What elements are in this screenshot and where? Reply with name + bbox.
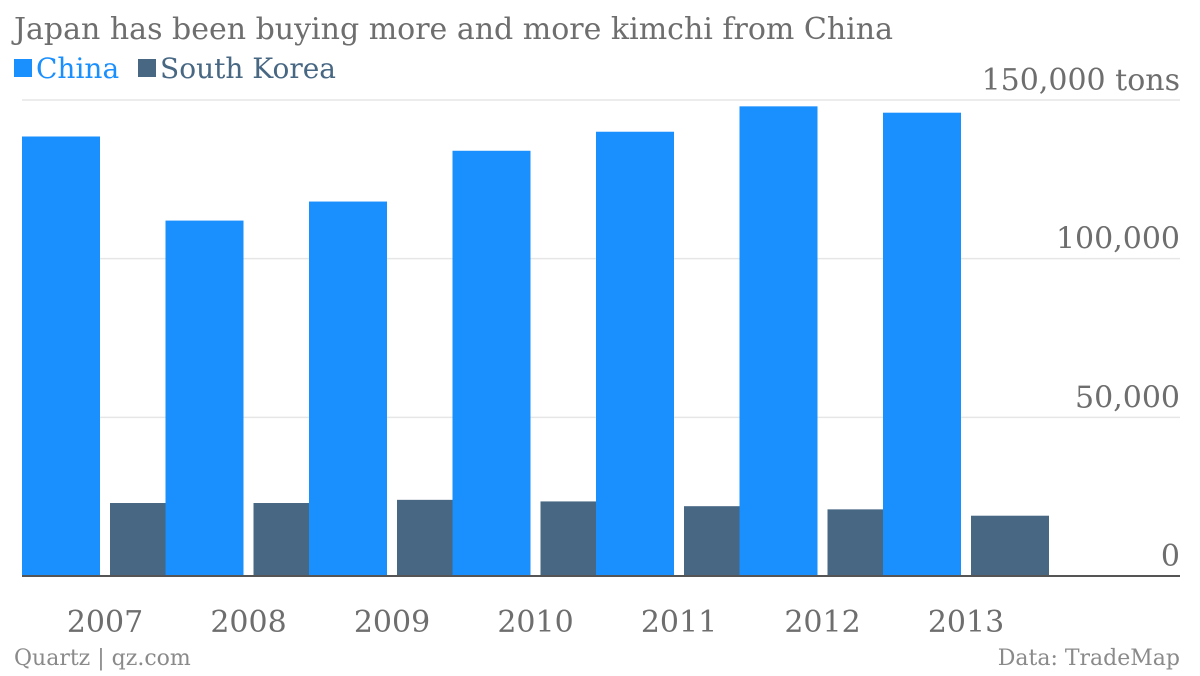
legend-label-china: China	[36, 52, 120, 85]
bar-china	[309, 201, 387, 576]
x-tick-label: 2010	[497, 605, 573, 640]
bar-china	[165, 220, 244, 576]
x-tick-label: 2012	[784, 605, 860, 640]
y-tick-label: 100,000	[1056, 222, 1180, 257]
bar-china	[739, 106, 818, 576]
x-tick-label: 2007	[67, 605, 143, 640]
bar-south-korea	[971, 515, 1049, 576]
legend-swatch-south-korea	[138, 59, 157, 77]
bar-china	[452, 150, 531, 577]
bar-china	[883, 112, 961, 577]
y-tick-label: 50,000	[1075, 380, 1180, 415]
legend-swatch-china	[14, 59, 32, 77]
legend-label-south-korea: South Korea	[160, 52, 336, 85]
legend-item-china: China	[14, 52, 119, 85]
x-tick-label: 2009	[354, 605, 430, 640]
legend: China South Korea	[14, 52, 346, 85]
bar-china	[596, 131, 674, 576]
x-tick-label: 2013	[928, 605, 1004, 640]
bar-china	[22, 136, 100, 576]
footer-data-credit: Data: TradeMap	[997, 646, 1180, 671]
legend-item-south-korea: South Korea	[138, 52, 336, 85]
y-tick-label: 150,000 tons	[982, 63, 1180, 98]
x-tick-label: 2011	[641, 605, 717, 640]
chart-title: Japan has been buying more and more kimc…	[14, 12, 893, 47]
y-tick-label: 0	[1161, 539, 1180, 574]
x-tick-label: 2008	[210, 605, 286, 640]
footer-source: Quartz | qz.com	[14, 646, 191, 671]
